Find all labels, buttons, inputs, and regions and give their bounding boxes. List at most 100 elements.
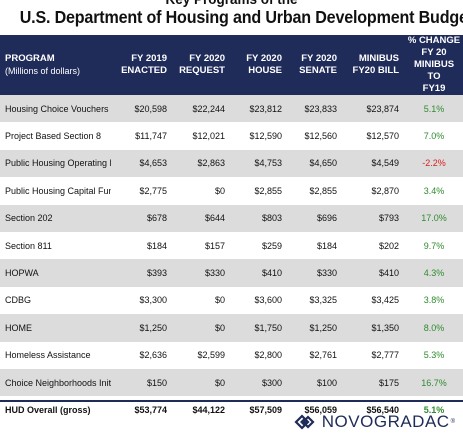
value-cell-minibus: $4,549: [371, 158, 399, 169]
column-header-fy2020-request: FY 2020 REQUEST: [173, 35, 231, 95]
novogradac-logo: NOVOGRADAC ®: [290, 410, 455, 434]
value-cell-house: $259: [261, 240, 282, 251]
value-cell-fy2019: $4,653: [139, 158, 167, 169]
col-line: MINIBUS: [358, 53, 399, 64]
column-header-program-label: PROGRAM: [5, 53, 55, 64]
value-cell-fy2019: $678: [146, 213, 167, 224]
value-cell-senate: $23,833: [304, 103, 337, 114]
program-cell: Public Housing Capital Fund: [5, 185, 111, 196]
pct-change-cell: 8.0%: [423, 322, 445, 333]
value-cell-fy2019: $184: [146, 240, 167, 251]
novogradac-diamond-logo-icon: [294, 414, 315, 430]
column-header-pct-change: % CHANGE FY 20 MINIBUS TO FY19: [405, 35, 463, 95]
value-cell-request: $0: [214, 295, 225, 306]
program-cell: HOPWA: [5, 268, 39, 279]
value-cell-minibus: $3,425: [371, 295, 399, 306]
value-cell-house: $12,590: [249, 131, 282, 142]
value-cell-senate: $330: [316, 268, 337, 279]
value-cell-minibus: $1,350: [371, 322, 399, 333]
value-cell-request: $22,244: [192, 103, 225, 114]
table-row: Homeless Assistance $2,636 $2,599 $2,800 $2,…: [0, 341, 463, 369]
table-row: HOME $1,250 $0 $1,750 $1,250 $1,350 8.0%: [0, 314, 463, 342]
col-line: REQUEST: [179, 65, 225, 76]
page-title-text: U.S. Department of Housing and Urban Dev…: [19, 7, 463, 27]
program-cell: CDBG: [5, 295, 32, 306]
value-cell-senate: $3,325: [309, 295, 337, 306]
value-cell-fy2019: $53,774: [134, 404, 167, 415]
value-cell-senate: $1,250: [309, 322, 337, 333]
value-cell-fy2019: $20,598: [134, 103, 167, 114]
col-line: % CHANGE: [407, 35, 461, 46]
pct-change-cell: 3.4%: [423, 185, 445, 196]
value-cell-house: $23,812: [249, 103, 282, 114]
value-cell-senate: $696: [316, 213, 337, 224]
value-cell-minibus: $202: [378, 240, 399, 251]
value-cell-minibus: $175: [378, 377, 399, 388]
value-cell-house: $57,509: [249, 404, 282, 415]
value-cell-senate: $2,855: [309, 185, 337, 196]
logo-text: NOVOGRADAC: [321, 412, 450, 431]
value-cell-fy2019: $3,300: [139, 295, 167, 306]
column-header-minibus: MINIBUS FY20 BILL: [343, 35, 405, 95]
value-cell-minibus: $56,540: [366, 404, 399, 415]
value-cell-request: $0: [214, 377, 225, 388]
value-cell-house: $410: [261, 268, 282, 279]
pct-change-cell: 3.8%: [423, 295, 445, 306]
col-line: MINIBUS TO: [413, 59, 455, 82]
value-cell-minibus: $2,870: [371, 185, 399, 196]
value-cell-fy2019: $1,250: [139, 322, 167, 333]
table-row: Housing Choice Vouchers $20,598 $22,244 $23…: [0, 95, 463, 123]
pct-change-cell: 7.0%: [423, 131, 445, 142]
value-cell-fy2019: $2,636: [139, 350, 167, 361]
value-cell-house: $1,750: [254, 322, 282, 333]
value-cell-senate: $184: [316, 240, 337, 251]
value-cell-senate: $100: [316, 377, 337, 388]
value-cell-request: $157: [204, 240, 225, 251]
col-line: ENACTED: [121, 65, 167, 76]
value-cell-senate: $12,560: [304, 131, 337, 142]
logo-trademark: ®: [450, 419, 455, 425]
pct-change-cell: 5.1%: [423, 404, 445, 415]
value-cell-house: $4,753: [254, 158, 282, 169]
pct-change-cell: 5.1%: [423, 103, 445, 114]
value-cell-senate: $2,761: [309, 350, 337, 361]
column-header-program: PROGRAM (Millions of dollars): [0, 35, 111, 95]
pct-change-cell: -2.2%: [422, 158, 446, 169]
program-cell: Choice Neighborhoods Initiative: [5, 377, 111, 388]
program-cell: Public Housing Operating Fund: [5, 158, 111, 169]
column-header-fy2020-house: FY 2020 HOUSE: [231, 35, 288, 95]
value-cell-minibus: $793: [378, 213, 399, 224]
table-row: Public Housing Operating Fund $4,653 $2,86…: [0, 149, 463, 178]
value-cell-request: $0: [214, 185, 225, 196]
program-cell: Section 202: [5, 213, 53, 224]
bottom-divider: [0, 400, 463, 402]
value-cell-request: $0: [214, 322, 225, 333]
value-cell-minibus: $410: [378, 268, 399, 279]
page-title: U.S. Department of Housing and Urban Dev…: [0, 7, 463, 28]
program-cell: Housing Choice Vouchers: [5, 103, 109, 114]
value-cell-request: $44,122: [192, 404, 225, 415]
value-cell-house: $300: [261, 377, 282, 388]
budget-table: PROGRAM (Millions of dollars) FY 2019 EN…: [0, 35, 463, 424]
col-line: FY 2020: [246, 53, 282, 64]
value-cell-request: $2,599: [197, 350, 225, 361]
value-cell-request: $330: [204, 268, 225, 279]
value-cell-minibus: $12,570: [366, 131, 399, 142]
pct-change-cell: 9.7%: [423, 240, 445, 251]
value-cell-senate: $56,059: [304, 404, 337, 415]
column-header-fy2019: FY 2019 ENACTED: [111, 35, 173, 95]
col-line: FY 2020: [301, 53, 337, 64]
value-cell-senate: $4,650: [309, 158, 337, 169]
program-cell: Section 811: [5, 240, 52, 251]
value-cell-minibus: $2,777: [371, 350, 399, 361]
col-line: FY20 BILL: [352, 65, 399, 76]
col-line: FY 2020: [189, 53, 225, 64]
table-row: CDBG $3,300 $0 $3,600 $3,325 $3,425 3.8%: [0, 286, 463, 315]
value-cell-fy2019: $393: [146, 268, 167, 279]
table-row: HOPWA $393 $330 $410 $330 $410 4.3%: [0, 259, 463, 287]
value-cell-fy2019: $11,747: [135, 131, 167, 142]
pct-change-cell: 4.3%: [423, 268, 445, 279]
table-row: Project Based Section 8 $11,747 $12,021 $12…: [0, 122, 463, 150]
value-cell-request: $644: [204, 213, 225, 224]
program-cell: Project Based Section 8: [5, 131, 102, 142]
